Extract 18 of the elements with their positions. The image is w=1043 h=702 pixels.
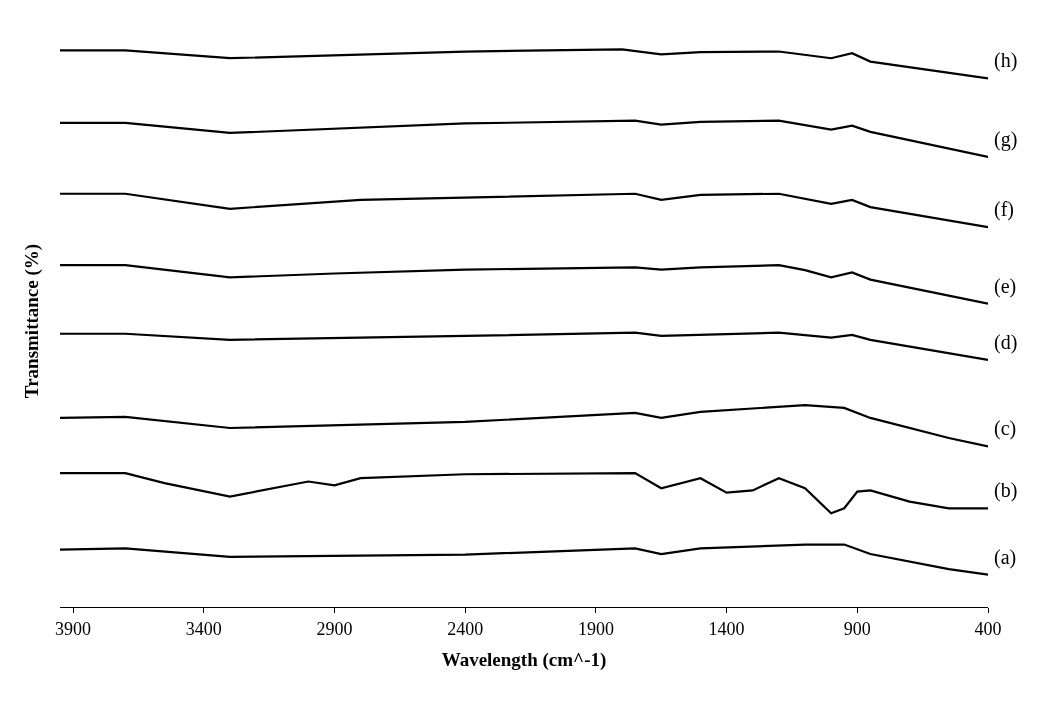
x-tick-label: 2400 (447, 618, 484, 639)
series-label: (f) (994, 198, 1014, 221)
y-axis-title: Transmittance (%) (20, 243, 43, 399)
series-label: (d) (994, 331, 1018, 354)
series-label: (a) (994, 546, 1017, 569)
x-tick-label: 1400 (708, 618, 745, 639)
x-tick-label: 3400 (185, 618, 222, 639)
x-tick-label: 2900 (316, 618, 353, 639)
series-label: (e) (994, 275, 1017, 298)
series-label: (g) (994, 128, 1018, 151)
x-tick-label: 400 (974, 618, 1002, 639)
series-label: (h) (994, 49, 1018, 72)
series-label: (c) (994, 417, 1017, 440)
x-tick-label: 900 (843, 618, 871, 639)
x-tick-label: 3900 (55, 618, 92, 639)
x-axis-title: Wavelength (cm^-1) (441, 649, 607, 672)
x-tick-label: 1900 (577, 618, 614, 639)
series-label: (b) (994, 479, 1018, 502)
